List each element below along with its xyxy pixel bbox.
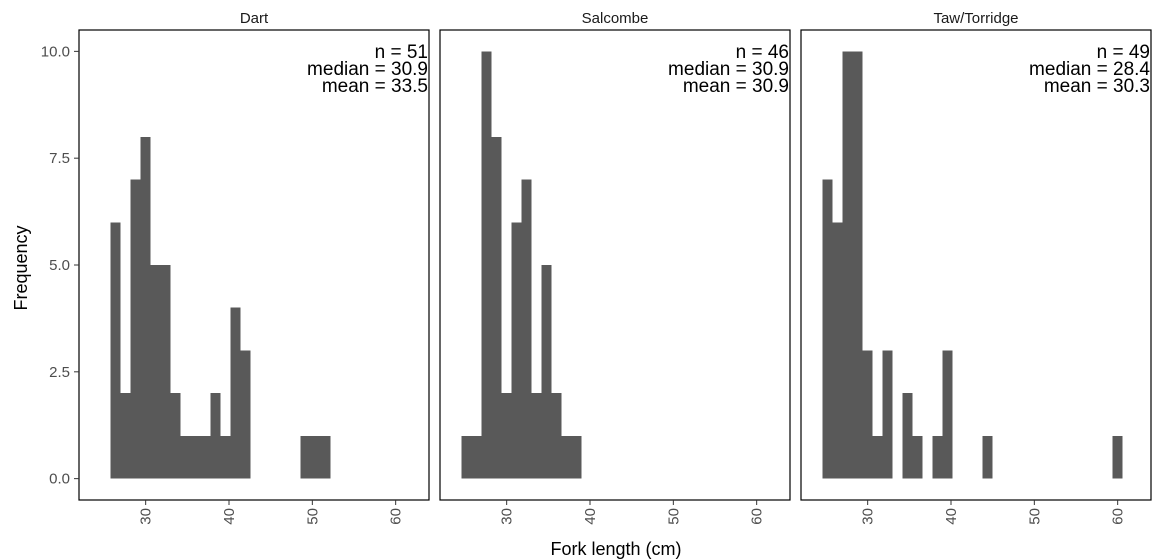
y-tick-label: 5.0 <box>49 257 70 274</box>
histogram-bar <box>862 350 873 479</box>
x-tick-label: 50 <box>665 508 682 525</box>
stats-annotation: median = 28.4 <box>1029 59 1150 80</box>
y-tick-label: 2.5 <box>49 364 70 381</box>
stats-annotation: mean = 30.3 <box>1044 76 1150 97</box>
histogram-bar <box>210 393 221 479</box>
x-tick-label: 40 <box>582 508 599 525</box>
stats-annotation: n = 51 <box>375 42 428 63</box>
histogram-bar <box>190 435 201 479</box>
histogram-bar <box>1112 435 1123 479</box>
histogram-bar <box>541 265 552 479</box>
histogram-bar <box>561 435 572 479</box>
histogram-bar <box>942 350 953 479</box>
facet-strip-label: Salcombe <box>582 10 649 27</box>
histogram-bar <box>310 435 321 479</box>
histogram-bar <box>511 222 522 479</box>
histogram-bar <box>471 435 482 479</box>
histogram-bar <box>571 435 582 479</box>
x-tick-label: 30 <box>138 508 155 525</box>
histogram-bar <box>501 393 512 479</box>
stats-annotation: median = 30.9 <box>307 59 428 80</box>
histogram-bar <box>240 350 251 479</box>
histogram-bar <box>932 435 943 479</box>
x-tick-label: 30 <box>860 508 877 525</box>
histogram-bar <box>170 393 181 479</box>
histogram-bar <box>872 435 883 479</box>
histogram-bar <box>912 435 923 479</box>
x-tick-label: 30 <box>499 508 516 525</box>
y-tick-label: 0.0 <box>49 471 70 488</box>
y-tick-label: 10.0 <box>41 43 70 60</box>
histogram-bar <box>982 435 993 479</box>
y-tick-label: 7.5 <box>49 150 70 167</box>
facet-strip-label: Dart <box>240 10 269 27</box>
facet-strip-label: Taw/Torridge <box>933 10 1018 27</box>
stats-annotation: mean = 33.5 <box>322 76 428 97</box>
x-tick-label: 60 <box>749 508 766 525</box>
histogram-bar <box>140 136 151 479</box>
histogram-bar <box>200 435 211 479</box>
stats-annotation: mean = 30.9 <box>683 76 789 97</box>
panel-border <box>439 29 791 501</box>
histogram-bar <box>230 307 241 479</box>
x-tick-label: 60 <box>1110 508 1127 525</box>
histogram-bar <box>521 179 532 479</box>
x-tick-label: 50 <box>304 508 321 525</box>
stats-annotation: n = 49 <box>1097 42 1150 63</box>
histogram-bar <box>461 435 472 479</box>
stats-annotation: n = 46 <box>736 42 789 63</box>
histogram-bar <box>491 136 502 479</box>
histogram-bar <box>852 51 863 479</box>
y-axis: 0.0 2.5 5.0 7.5 10.0 <box>41 43 79 488</box>
histogram-bar <box>902 393 913 479</box>
histogram-bar <box>160 265 171 479</box>
histogram-bar <box>551 393 562 479</box>
histogram-bar <box>110 222 121 479</box>
histogram-bar <box>130 179 141 479</box>
x-axis-title: Fork length (cm) <box>550 539 681 559</box>
histogram-bar <box>300 435 311 479</box>
histogram-bar <box>120 393 131 479</box>
y-axis-title: Frequency <box>11 225 31 310</box>
histogram-bar <box>832 222 843 479</box>
x-tick-label: 40 <box>943 508 960 525</box>
histogram-bar <box>320 435 331 479</box>
histogram-bar <box>842 51 853 479</box>
histogram-bar <box>882 350 893 479</box>
x-tick-label: 60 <box>388 508 405 525</box>
panel-border <box>800 29 1152 501</box>
histogram-bar <box>220 435 231 479</box>
histogram-bar <box>822 179 833 479</box>
histogram-bar <box>150 265 161 479</box>
histogram-bar <box>180 435 191 479</box>
x-tick-label: 50 <box>1026 508 1043 525</box>
histogram-bar <box>531 393 542 479</box>
x-tick-label: 40 <box>221 508 238 525</box>
histogram-bar <box>481 51 492 479</box>
stats-annotation: median = 30.9 <box>668 59 789 80</box>
